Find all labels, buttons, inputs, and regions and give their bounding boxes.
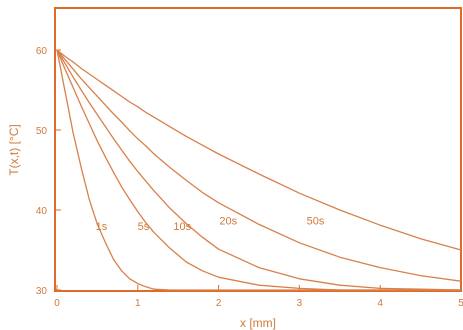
- curve-5s: [56, 49, 461, 291]
- temperature-curves: [56, 49, 462, 291]
- y-tick-label: 30: [36, 286, 48, 297]
- x-tick-label: 0: [54, 298, 60, 309]
- x-tick-label: 4: [377, 298, 383, 309]
- curve-label-5s: 5s: [138, 221, 150, 233]
- x-axis-ticks: 0 1 2 3 4 5: [54, 285, 463, 309]
- y-tick-label: 60: [36, 46, 48, 57]
- curve-20s: [56, 49, 462, 282]
- y-tick-label: 50: [36, 126, 48, 137]
- curve-labels: 1s 5s 10s 20s 50s: [96, 215, 325, 233]
- y-tick-label: 40: [36, 206, 48, 217]
- curve-50s: [56, 49, 462, 251]
- x-tick-label: 5: [458, 298, 463, 309]
- curve-label-10s: 10s: [173, 221, 191, 233]
- curve-1s: [56, 49, 461, 291]
- x-tick-label: 1: [135, 298, 141, 309]
- x-axis-label: x [mm]: [240, 316, 276, 330]
- x-tick-label: 2: [216, 298, 222, 309]
- plot-frame: [54, 7, 462, 292]
- y-axis-label: T(x,t) [°C]: [7, 124, 21, 175]
- curve-10s: [56, 49, 462, 291]
- curve-label-20s: 20s: [219, 215, 237, 227]
- curve-label-1s: 1s: [96, 221, 108, 233]
- curve-label-50s: 50s: [307, 215, 325, 227]
- y-axis-ticks: 30 40 50 60: [36, 46, 61, 297]
- x-tick-label: 3: [297, 298, 303, 309]
